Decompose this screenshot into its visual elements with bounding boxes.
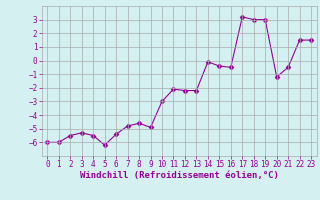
X-axis label: Windchill (Refroidissement éolien,°C): Windchill (Refroidissement éolien,°C) <box>80 171 279 180</box>
